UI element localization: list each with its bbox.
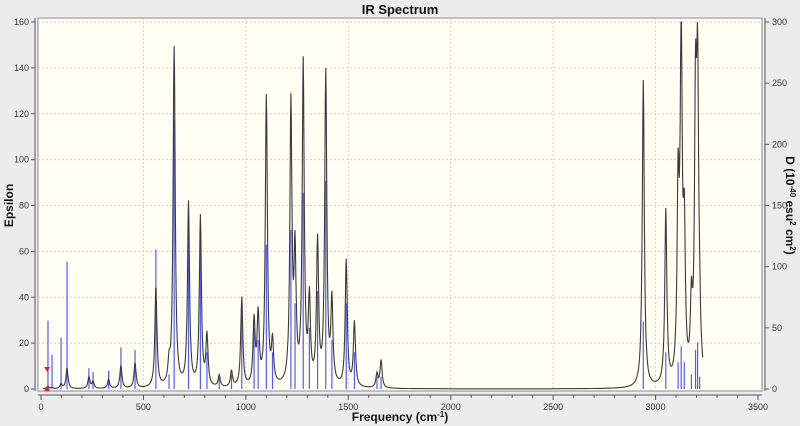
y-tick-label: 100 <box>14 155 29 165</box>
x-tick-label: 1500 <box>338 402 358 412</box>
y-tick-label: 120 <box>14 109 29 119</box>
y-axis-label: Epsilon <box>2 184 16 227</box>
y-tick-label: 140 <box>14 63 29 73</box>
x-tick-label: 2000 <box>441 402 461 412</box>
y-tick-label: 40 <box>19 292 29 302</box>
x-tick-label: 3000 <box>646 402 666 412</box>
epsilon-curve <box>43 21 704 390</box>
y2-tick-label: 50 <box>772 323 782 333</box>
y-tick-label: 0 <box>24 384 29 394</box>
y-tick-label: 160 <box>14 17 29 27</box>
marker-bottom-icon <box>44 386 51 391</box>
x-axis-label: Frequency (cm-1) <box>352 410 448 424</box>
plot-area <box>37 17 763 392</box>
x-tick-label: 2500 <box>543 402 563 412</box>
y2-tick-label: 200 <box>772 139 787 149</box>
y2-tick-label: 100 <box>772 262 787 272</box>
marker-top-icon <box>44 367 51 372</box>
chart-title: IR Spectrum <box>361 2 439 17</box>
y-tick-label: 20 <box>19 338 29 348</box>
y-tick-label: 80 <box>19 201 29 211</box>
y2-tick-label: 0 <box>772 384 777 394</box>
x-tick-label: 3500 <box>748 402 768 412</box>
y2-tick-label: 250 <box>772 78 787 88</box>
y2-axis-label: D (10-40 esu2 cm2) <box>783 156 797 255</box>
y2-tick-label: 300 <box>772 17 787 27</box>
x-tick-label: 0 <box>38 402 43 412</box>
x-tick-label: 1000 <box>236 402 256 412</box>
y2-tick-label: 150 <box>772 201 787 211</box>
x-tick-label: 500 <box>136 402 151 412</box>
y-tick-label: 60 <box>19 246 29 256</box>
